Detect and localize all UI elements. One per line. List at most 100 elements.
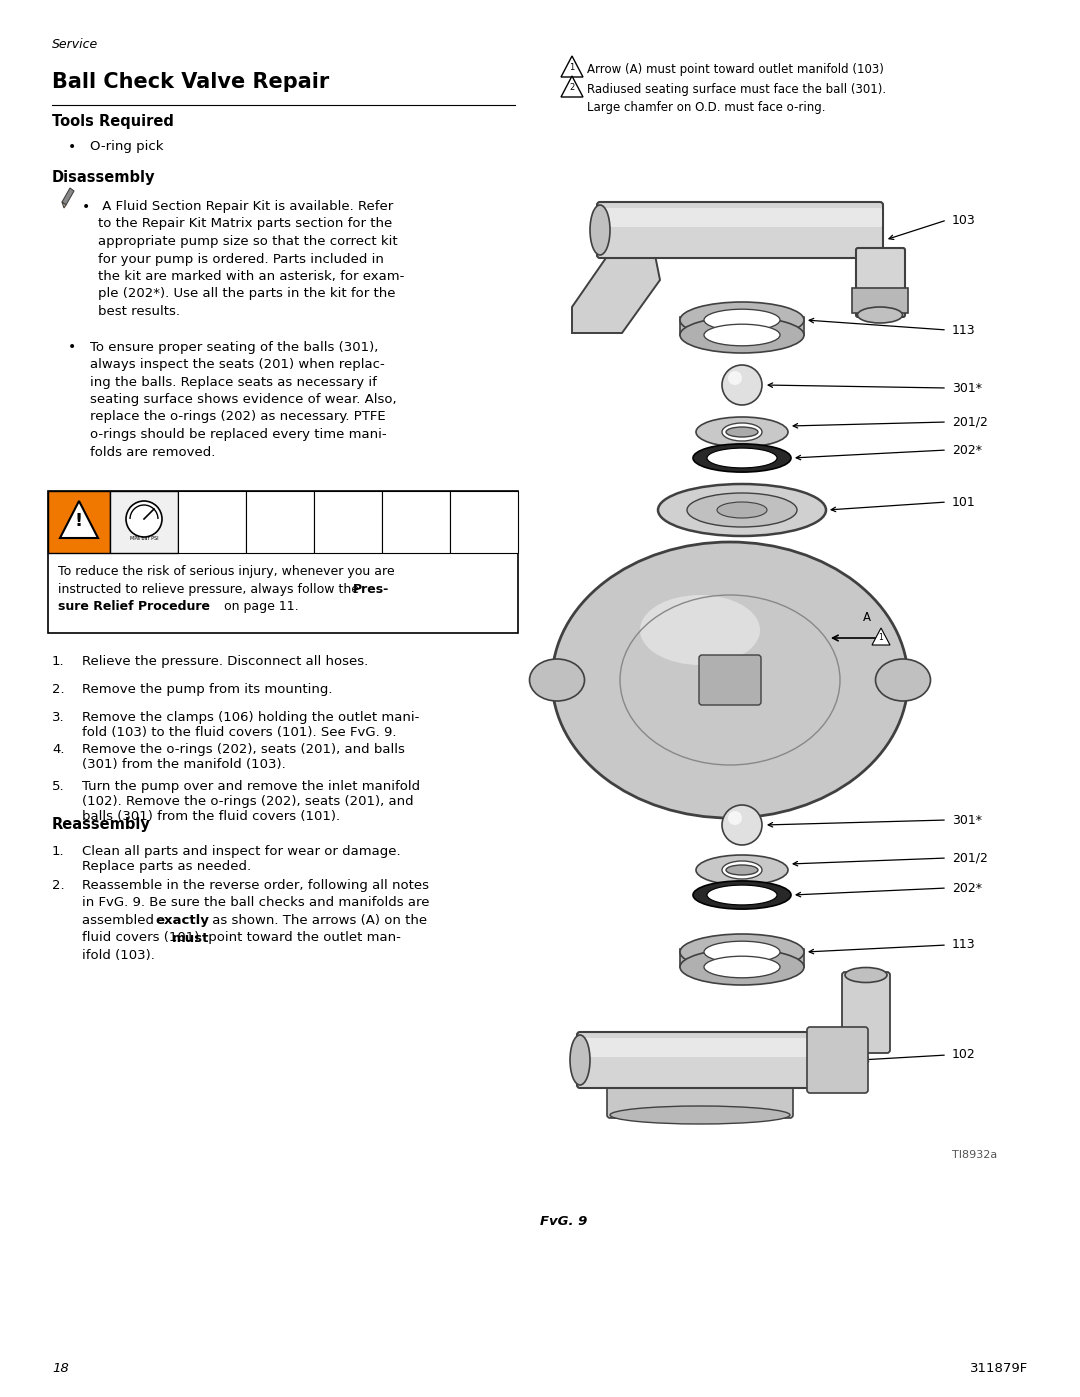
Text: 2: 2 [569, 82, 575, 91]
Ellipse shape [687, 493, 797, 527]
FancyBboxPatch shape [597, 203, 883, 258]
FancyBboxPatch shape [807, 1027, 868, 1092]
Text: Radiused seating surface must face the ball (301).: Radiused seating surface must face the b… [588, 82, 886, 96]
Text: •: • [82, 200, 91, 214]
Text: seating surface shows evidence of wear. Also,: seating surface shows evidence of wear. … [90, 393, 396, 407]
Text: Tools Required: Tools Required [52, 115, 174, 129]
Ellipse shape [707, 886, 777, 905]
Text: •: • [68, 140, 77, 154]
Text: Reassemble in the reverse order, following all notes: Reassemble in the reverse order, followi… [82, 879, 429, 893]
Text: 2.: 2. [52, 879, 65, 893]
Text: To reduce the risk of serious injury, whenever you are: To reduce the risk of serious injury, wh… [58, 564, 394, 578]
FancyBboxPatch shape [699, 655, 761, 705]
Text: 3.: 3. [52, 711, 65, 724]
Text: 113: 113 [951, 939, 975, 951]
Text: A: A [863, 610, 875, 624]
Ellipse shape [704, 956, 780, 978]
Text: sure Relief Procedure: sure Relief Procedure [58, 599, 210, 613]
Circle shape [728, 372, 742, 386]
FancyBboxPatch shape [178, 490, 246, 553]
Text: To ensure proper seating of the balls (301),: To ensure proper seating of the balls (3… [90, 341, 378, 353]
Text: fluid covers (101): fluid covers (101) [82, 932, 204, 944]
FancyBboxPatch shape [382, 490, 450, 553]
Text: Relieve the pressure. Disconnect all hoses.: Relieve the pressure. Disconnect all hos… [82, 655, 368, 668]
Polygon shape [62, 189, 75, 205]
Text: Large chamfer on O.D. must face o-ring.: Large chamfer on O.D. must face o-ring. [588, 101, 825, 115]
FancyBboxPatch shape [110, 490, 178, 553]
Text: to the Repair Kit Matrix parts section for the: to the Repair Kit Matrix parts section f… [98, 218, 392, 231]
Text: folds are removed.: folds are removed. [90, 446, 215, 458]
FancyBboxPatch shape [578, 1038, 822, 1058]
Text: Arrow (A) must point toward outlet manifold (103): Arrow (A) must point toward outlet manif… [588, 63, 883, 75]
FancyBboxPatch shape [680, 317, 804, 335]
Ellipse shape [717, 502, 767, 518]
Circle shape [728, 812, 742, 826]
Text: 201/2: 201/2 [951, 852, 988, 865]
FancyBboxPatch shape [48, 490, 110, 553]
Circle shape [723, 365, 762, 405]
Ellipse shape [529, 659, 584, 701]
Text: instructed to relieve pressure, always follow the: instructed to relieve pressure, always f… [58, 583, 363, 595]
Text: •: • [68, 341, 77, 355]
Ellipse shape [858, 307, 903, 323]
Text: must: must [172, 932, 210, 944]
Text: O-ring pick: O-ring pick [90, 140, 163, 154]
FancyBboxPatch shape [842, 972, 890, 1053]
Ellipse shape [610, 1106, 789, 1125]
FancyBboxPatch shape [680, 949, 804, 967]
Ellipse shape [704, 942, 780, 963]
Circle shape [126, 502, 162, 536]
Text: MPa bar PSI: MPa bar PSI [130, 536, 159, 541]
Ellipse shape [845, 968, 887, 982]
Text: 311879F: 311879F [970, 1362, 1028, 1375]
Text: 18: 18 [52, 1362, 69, 1375]
Ellipse shape [570, 1035, 590, 1085]
Polygon shape [561, 75, 583, 96]
Text: TI8932a: TI8932a [951, 1150, 997, 1160]
Polygon shape [572, 256, 660, 332]
Ellipse shape [640, 595, 760, 665]
Text: 2.: 2. [52, 683, 65, 696]
Text: as shown. The arrows (A) on the: as shown. The arrows (A) on the [208, 914, 427, 928]
Ellipse shape [680, 935, 804, 970]
Ellipse shape [552, 542, 908, 819]
Text: 5.: 5. [52, 780, 65, 793]
Text: 1: 1 [569, 63, 575, 71]
Ellipse shape [704, 309, 780, 331]
Ellipse shape [680, 949, 804, 985]
Polygon shape [872, 629, 890, 645]
Text: !: ! [75, 511, 83, 529]
Ellipse shape [680, 317, 804, 353]
Text: Clean all parts and inspect for wear or damage.
Replace parts as needed.: Clean all parts and inspect for wear or … [82, 845, 401, 873]
Text: Ball Check Valve Repair: Ball Check Valve Repair [52, 73, 329, 92]
FancyBboxPatch shape [246, 490, 314, 553]
Text: Remove the clamps (106) holding the outlet mani-
fold (103) to the fluid covers : Remove the clamps (106) holding the outl… [82, 711, 419, 739]
Text: 202*: 202* [951, 443, 982, 457]
FancyBboxPatch shape [607, 1083, 793, 1118]
Text: Reassembly: Reassembly [52, 817, 151, 833]
Text: exactly: exactly [156, 914, 208, 928]
Text: Service: Service [52, 38, 98, 52]
Ellipse shape [707, 448, 777, 468]
Text: assembled: assembled [82, 914, 159, 928]
Text: best results.: best results. [98, 305, 180, 319]
Text: 301*: 301* [951, 381, 982, 394]
FancyBboxPatch shape [450, 490, 518, 553]
Text: 4.: 4. [52, 743, 65, 756]
Ellipse shape [658, 483, 826, 536]
Ellipse shape [696, 416, 788, 447]
FancyBboxPatch shape [856, 249, 905, 317]
Text: in FᴠG. 9. Be sure the ball checks and manifolds are: in FᴠG. 9. Be sure the ball checks and m… [82, 897, 430, 909]
FancyBboxPatch shape [598, 208, 882, 226]
Text: 301*: 301* [951, 813, 982, 827]
Text: FᴠG. 9: FᴠG. 9 [540, 1215, 588, 1228]
Polygon shape [60, 502, 98, 538]
Ellipse shape [680, 302, 804, 338]
Polygon shape [62, 203, 66, 208]
Text: ing the balls. Replace seats as necessary if: ing the balls. Replace seats as necessar… [90, 376, 377, 388]
Ellipse shape [876, 659, 931, 701]
Ellipse shape [696, 855, 788, 886]
FancyBboxPatch shape [48, 490, 518, 633]
Ellipse shape [693, 882, 791, 909]
Text: Pres-: Pres- [353, 583, 389, 595]
